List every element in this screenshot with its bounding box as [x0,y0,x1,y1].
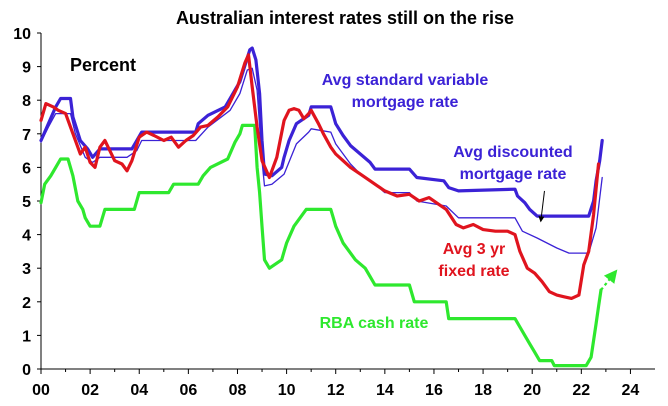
y-tick-label: 6 [22,160,31,177]
series-label-avg-3-yr-fixed-rate: Avg 3 yr [443,241,506,258]
series-layer [39,46,604,368]
chart-title: Australian interest rates still on the r… [176,8,514,28]
y-tick-label: 5 [22,194,31,211]
y-tick-label: 1 [22,328,31,345]
y-tick-label: 4 [22,228,31,245]
series-line-rba-cash-rate [39,123,603,368]
y-tick-label: 7 [22,127,31,144]
series-line-avg-discounted-mortgage-rate [40,67,603,254]
y-tick-label: 8 [22,93,31,110]
series-label-avg-standard-variable-mortgage-rate: Avg standard variable [322,72,489,89]
y-tick-label: 2 [22,295,31,312]
cash-rate-projection-arrow [600,269,618,291]
x-tick-label: 02 [81,382,99,399]
series-labels: Avg standard variable mortgage rate Avg di… [320,72,573,332]
x-tick-label: 24 [622,382,640,399]
x-tick-label: 18 [474,382,492,399]
series-label-avg-3-yr-fixed-rate: fixed rate [438,263,509,280]
x-tick-label: 20 [523,382,541,399]
series-label-avg-discounted-mortgage-rate: mortgage rate [460,166,567,183]
x-tick-label: 14 [376,382,394,399]
x-tick-label: 12 [327,382,345,399]
x-axis: 00 02 04 06 08 10 12 14 16 18 20 22 24 [32,368,655,399]
x-tick-label: 22 [572,382,590,399]
annotations [538,190,618,291]
y-tick-label: 3 [22,261,31,278]
series-line-avg-3-yr-fixed-rate [39,53,601,300]
x-tick-label: 04 [130,382,148,399]
y-tick-label: 10 [13,26,31,43]
x-tick-label: 10 [278,382,296,399]
series-label-avg-discounted-mortgage-rate: Avg discounted [453,144,572,161]
x-tick-label: 16 [425,382,443,399]
x-tick-label: 08 [229,382,247,399]
discounted-rate-pointer-arrow [538,190,545,223]
series-label-avg-standard-variable-mortgage-rate: mortgage rate [352,94,459,111]
series-label-rba-cash-rate: RBA cash rate [320,315,429,332]
x-tick-label: 00 [32,382,50,399]
y-tick-label: 9 [22,60,31,77]
x-tick-label: 06 [179,382,197,399]
y-tick-label: 0 [22,362,31,379]
unit-label: Percent [70,55,136,75]
y-axis: 0 1 2 3 4 5 6 7 8 9 10 [13,26,42,379]
